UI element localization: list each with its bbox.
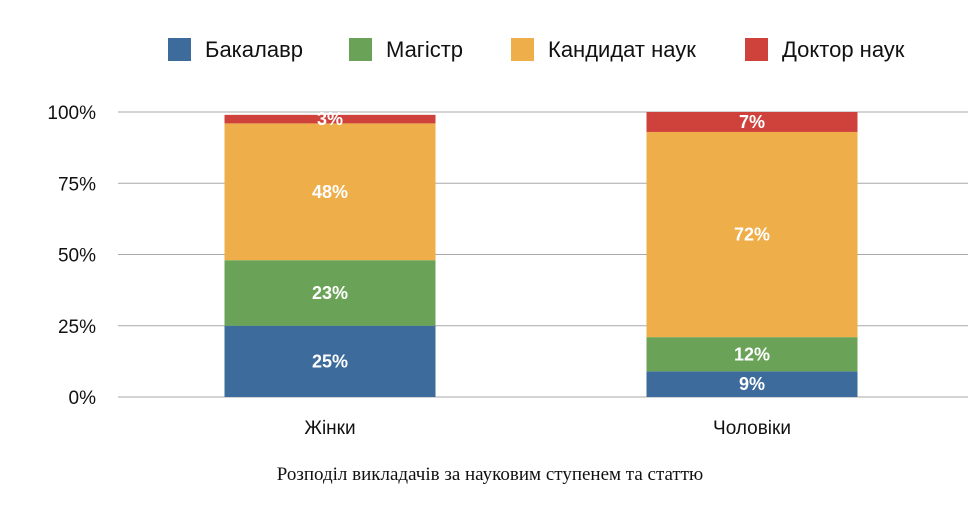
bar-value-label: 7% xyxy=(739,112,765,132)
y-tick-label: 25% xyxy=(58,317,96,338)
y-tick-label: 75% xyxy=(58,174,96,195)
bars: 25% 23% 48% 3% 9% 12% 72% 7% xyxy=(224,109,858,397)
y-axis: 0% 25% 50% 75% 100% xyxy=(47,103,96,409)
legend-label: Доктор наук xyxy=(782,37,905,62)
bar-segment xyxy=(224,114,436,124)
legend-swatch xyxy=(745,38,768,61)
legend-label: Магістр xyxy=(386,37,463,62)
y-tick-label: 0% xyxy=(69,388,97,409)
bar-value-label: 48% xyxy=(312,182,348,202)
bar-segment xyxy=(224,325,436,397)
legend-label: Кандидат наук xyxy=(548,37,696,62)
legend-swatch xyxy=(168,38,191,61)
y-tick-label: 100% xyxy=(47,103,96,124)
bar-segment xyxy=(224,123,436,261)
y-tick-label: 50% xyxy=(58,246,96,267)
bar-value-label: 3% xyxy=(317,109,343,129)
legend-swatch xyxy=(349,38,372,61)
bar-value-label: 9% xyxy=(739,374,765,394)
bar-segment xyxy=(646,112,858,132)
chart-caption: Розподіл викладачів за науковим ступенем… xyxy=(277,464,703,485)
legend: Бакалавр Магістр Кандидат наук Доктор наук xyxy=(168,37,905,62)
bar-segment xyxy=(646,337,858,372)
bar-value-label: 23% xyxy=(312,283,348,303)
legend-swatch xyxy=(511,38,534,61)
bar-value-label: 25% xyxy=(312,351,348,371)
legend-label: Бакалавр xyxy=(205,37,303,62)
bar-segment xyxy=(224,260,436,326)
bar-value-label: 12% xyxy=(734,344,770,364)
x-category-label: Чоловіки xyxy=(713,418,791,439)
bar-value-label: 72% xyxy=(734,225,770,245)
x-axis: Жінки Чоловіки xyxy=(304,418,791,439)
x-category-label: Жінки xyxy=(304,418,355,439)
bar-segment xyxy=(646,371,858,397)
bar-segment xyxy=(646,131,858,338)
